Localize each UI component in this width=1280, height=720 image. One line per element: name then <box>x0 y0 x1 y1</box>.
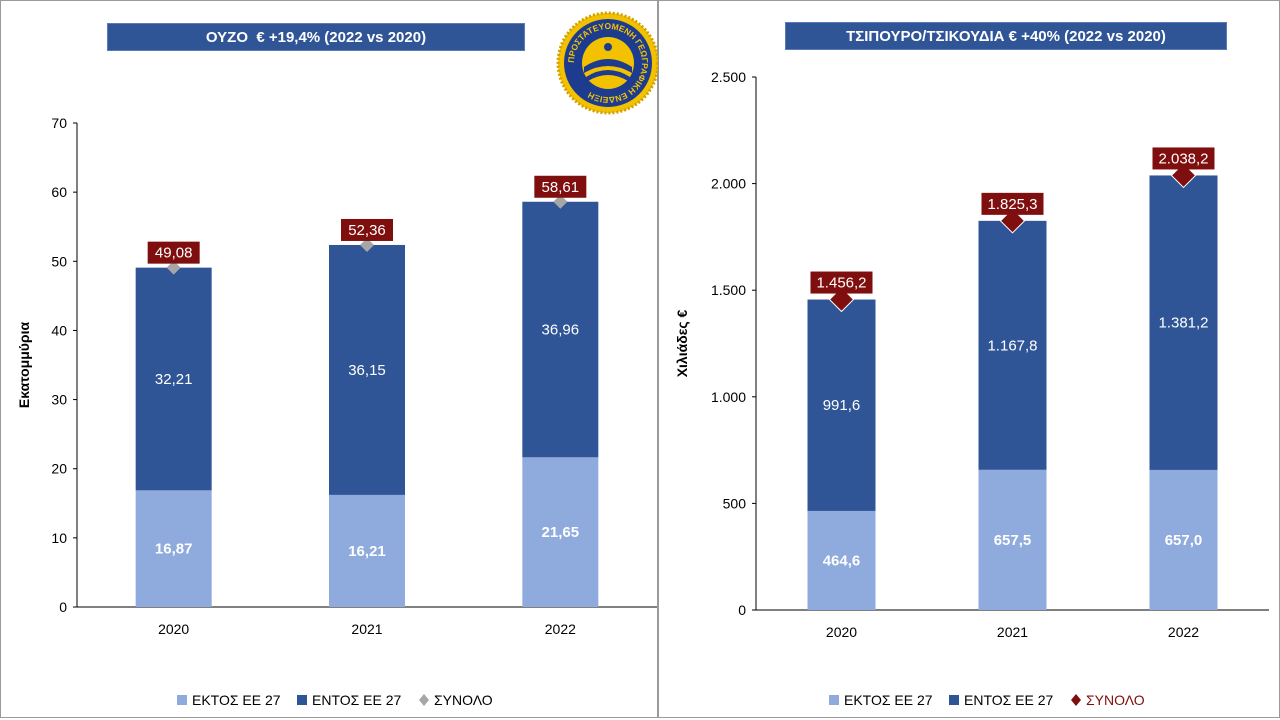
bar-inside-eu-label: 36,15 <box>348 362 386 379</box>
x-category-label: 2021 <box>997 624 1028 640</box>
bar-inside-eu-2022 <box>1149 175 1218 470</box>
total-label-box <box>810 271 873 294</box>
total-label: 1.825,3 <box>987 196 1037 213</box>
left-chart-title: ΟΥΖΟ € +19,4% (2022 vs 2020) <box>107 23 525 51</box>
bar-outside-eu-2021 <box>329 494 405 607</box>
left-chart-panel: ΟΥΖΟ € +19,4% (2022 vs 2020) 0 10 20 30 40 50… <box>0 0 660 718</box>
y-tick-label: 10 <box>51 530 67 546</box>
y-tick-label: 2.000 <box>711 176 746 192</box>
ouzo-chart: 0 10 20 30 40 50 60 70 Εκατομμύρια 16,87 32,21 49,0… <box>16 115 657 708</box>
x-category-label: 2022 <box>545 621 576 637</box>
bar-outside-eu-2022 <box>522 457 599 607</box>
total-label: 58,61 <box>542 179 580 196</box>
right-chart-panel: ΤΣΙΠΟΥΡΟ/ΤΣΙΚΟΥΔΙΑ € +40% (2022 vs 2020)… <box>658 0 1280 718</box>
legend-outside-eu-label: ΕΚΤΟΣ ΕΕ 27 <box>192 692 281 708</box>
bar-inside-eu-2022 <box>522 201 599 458</box>
bar-outside-eu-label: 16,87 <box>155 541 193 558</box>
bar-outside-eu-label: 657,0 <box>1165 532 1203 549</box>
total-label-box <box>147 241 200 264</box>
y-tick-label: 70 <box>51 115 67 131</box>
total-marker-2021 <box>360 237 374 252</box>
y-tick-label: 1.500 <box>711 282 746 298</box>
total-label: 1.456,2 <box>816 275 866 292</box>
bar-inside-eu-2021 <box>329 244 405 495</box>
y-axis-title: Εκατομμύρια <box>16 322 32 409</box>
legend-total-swatch <box>1071 694 1081 706</box>
total-label-box <box>341 218 393 241</box>
x-category-label: 2020 <box>826 624 857 640</box>
bar-outside-eu-2020 <box>135 490 212 607</box>
total-label: 2.038,2 <box>1158 150 1208 167</box>
total-marker-2020 <box>166 260 181 275</box>
legend-total-label: ΣΥΝΟΛΟ <box>434 692 493 708</box>
legend-inside-eu-swatch <box>297 695 307 705</box>
total-label: 49,08 <box>155 245 193 262</box>
bar-outside-eu-label: 657,5 <box>994 532 1032 549</box>
total-label-box <box>981 192 1044 215</box>
legend-outside-eu-swatch <box>177 695 187 705</box>
y-tick-label: 0 <box>59 599 67 615</box>
bar-inside-eu-label: 1.381,2 <box>1158 315 1208 332</box>
y-tick-label: 500 <box>723 495 747 511</box>
bar-inside-eu-label: 32,21 <box>155 371 193 388</box>
y-tick-label: 50 <box>51 253 67 269</box>
bar-outside-eu-2020 <box>807 510 876 610</box>
y-tick-label: 20 <box>51 461 67 477</box>
pge-seal-logo: ΠΡΟΣΤΑΤΕΥΟΜΕΝΗ ΓΕΩΓΡΑΦΙΚΗ ΕΝΔΕΙΞΗ <box>556 11 660 115</box>
legend-inside-eu-swatch <box>949 695 959 705</box>
bar-inside-eu-2020 <box>135 267 212 491</box>
x-category-label: 2022 <box>1168 624 1199 640</box>
bar-inside-eu-label: 36,96 <box>542 322 580 339</box>
legend-outside-eu-label: ΕΚΤΟΣ ΕΕ 27 <box>844 692 933 708</box>
legend-outside-eu-swatch <box>829 695 839 705</box>
bar-inside-eu-label: 1.167,8 <box>987 337 1037 354</box>
y-tick-label: 30 <box>51 392 67 408</box>
x-category-label: 2021 <box>351 621 382 637</box>
bar-outside-eu-2022 <box>1149 469 1218 610</box>
bar-outside-eu-label: 464,6 <box>823 552 861 569</box>
bar-inside-eu-2020 <box>807 299 876 511</box>
bar-inside-eu-label: 991,6 <box>823 397 861 414</box>
x-category-label: 2020 <box>158 621 189 637</box>
total-label: 52,36 <box>348 222 386 239</box>
bar-outside-eu-2021 <box>978 469 1047 610</box>
y-tick-label: 60 <box>51 184 67 200</box>
tsipouro-chart: 0 500 1.000 1.500 2.000 2.500 Χιλιάδες € 464,6 9… <box>674 69 1269 708</box>
right-chart-title: ΤΣΙΠΟΥΡΟ/ΤΣΙΚΟΥΔΙΑ € +40% (2022 vs 2020) <box>785 22 1227 50</box>
bar-outside-eu-label: 21,65 <box>542 524 580 541</box>
legend-total-swatch <box>419 694 429 706</box>
bar-outside-eu-label: 16,21 <box>348 543 386 560</box>
legend-inside-eu-label: ΕΝΤΟΣ ΕΕ 27 <box>312 692 402 708</box>
total-label-box <box>534 175 587 198</box>
y-tick-label: 1.000 <box>711 389 746 405</box>
y-axis-title: Χιλιάδες € <box>674 309 690 377</box>
legend-total-label: ΣΥΝΟΛΟ <box>1086 692 1145 708</box>
bar-inside-eu-2021 <box>978 220 1047 470</box>
total-label-box <box>1152 147 1215 170</box>
total-marker-2022 <box>553 194 568 209</box>
y-tick-label: 0 <box>738 602 746 618</box>
y-tick-label: 40 <box>51 322 67 338</box>
y-tick-label: 2.500 <box>711 69 746 85</box>
legend-inside-eu-label: ΕΝΤΟΣ ΕΕ 27 <box>964 692 1054 708</box>
